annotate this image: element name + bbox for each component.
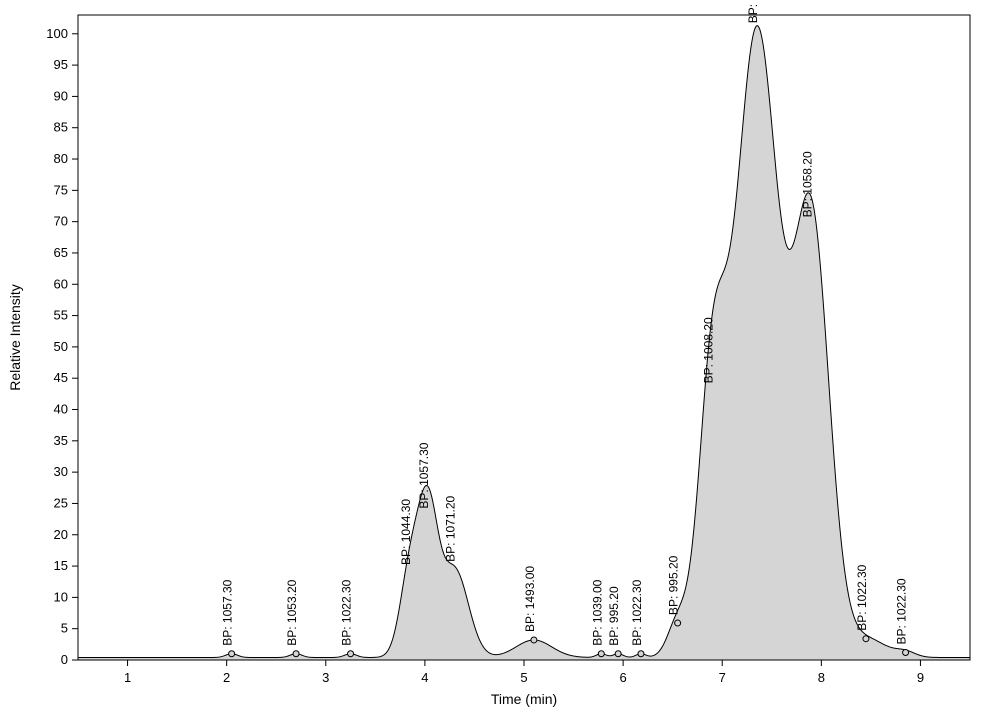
x-tick-label: 5 xyxy=(520,670,527,685)
y-tick-label: 15 xyxy=(54,558,68,573)
y-tick-label: 90 xyxy=(54,88,68,103)
y-tick-label: 60 xyxy=(54,276,68,291)
peak-marker xyxy=(598,651,604,657)
y-tick-label: 85 xyxy=(54,120,68,135)
y-tick-label: 25 xyxy=(54,495,68,510)
y-tick-label: 35 xyxy=(54,433,68,448)
peak-label: BP: 995.20 xyxy=(607,586,621,646)
peak-label: BP: 1493.00 xyxy=(523,566,537,632)
peak-label: BP: 1044.30 xyxy=(399,499,413,565)
peak-label: BP: 1039.00 xyxy=(590,579,604,645)
x-tick-label: 4 xyxy=(421,670,428,685)
x-tick-label: 7 xyxy=(719,670,726,685)
peak-label: BP: 1053.20 xyxy=(285,579,299,645)
peak-label: BP: 1022.30 xyxy=(746,0,760,23)
peak-marker xyxy=(638,651,644,657)
peak-label: BP: 1071.20 xyxy=(444,495,458,561)
y-tick-label: 30 xyxy=(54,464,68,479)
x-axis-label: Time (min) xyxy=(491,691,557,707)
y-tick-label: 55 xyxy=(54,308,68,323)
x-tick-label: 9 xyxy=(917,670,924,685)
chromatogram-chart: 123456789Time (min)051015202530354045505… xyxy=(0,0,1000,715)
y-tick-label: 100 xyxy=(46,26,68,41)
y-tick-label: 0 xyxy=(61,652,68,667)
x-tick-label: 2 xyxy=(223,670,230,685)
peak-label: BP: 1022.30 xyxy=(340,579,354,645)
peak-label: BP: 1022.30 xyxy=(630,579,644,645)
y-tick-label: 50 xyxy=(54,339,68,354)
peak-label: BP: 1057.30 xyxy=(221,579,235,645)
y-tick-label: 20 xyxy=(54,527,68,542)
chart-svg: 123456789Time (min)051015202530354045505… xyxy=(0,0,1000,715)
peak-label: BP: 995.20 xyxy=(667,555,681,615)
x-tick-label: 8 xyxy=(818,670,825,685)
y-axis-label: Relative Intensity xyxy=(7,284,23,391)
y-tick-label: 65 xyxy=(54,245,68,260)
peak-marker xyxy=(531,637,537,643)
peak-label: BP: 1058.20 xyxy=(800,151,814,217)
y-tick-label: 45 xyxy=(54,370,68,385)
peak-marker xyxy=(675,620,681,626)
y-tick-label: 70 xyxy=(54,214,68,229)
y-tick-label: 10 xyxy=(54,589,68,604)
x-tick-label: 6 xyxy=(619,670,626,685)
peak-marker xyxy=(863,636,869,642)
peak-marker xyxy=(903,649,909,655)
peak-label: BP: 1022.30 xyxy=(855,564,869,630)
y-tick-label: 95 xyxy=(54,57,68,72)
x-tick-label: 3 xyxy=(322,670,329,685)
peak-marker xyxy=(293,651,299,657)
x-tick-label: 1 xyxy=(124,670,131,685)
y-tick-label: 75 xyxy=(54,182,68,197)
y-tick-label: 5 xyxy=(61,621,68,636)
y-tick-label: 80 xyxy=(54,151,68,166)
peak-label: BP: 1022.30 xyxy=(895,578,909,644)
peak-label: BP: 1057.30 xyxy=(417,442,431,508)
peak-marker xyxy=(348,651,354,657)
peak-marker xyxy=(615,651,621,657)
peak-label: BP: 1008.20 xyxy=(701,317,715,383)
peak-marker xyxy=(229,651,235,657)
y-tick-label: 40 xyxy=(54,402,68,417)
